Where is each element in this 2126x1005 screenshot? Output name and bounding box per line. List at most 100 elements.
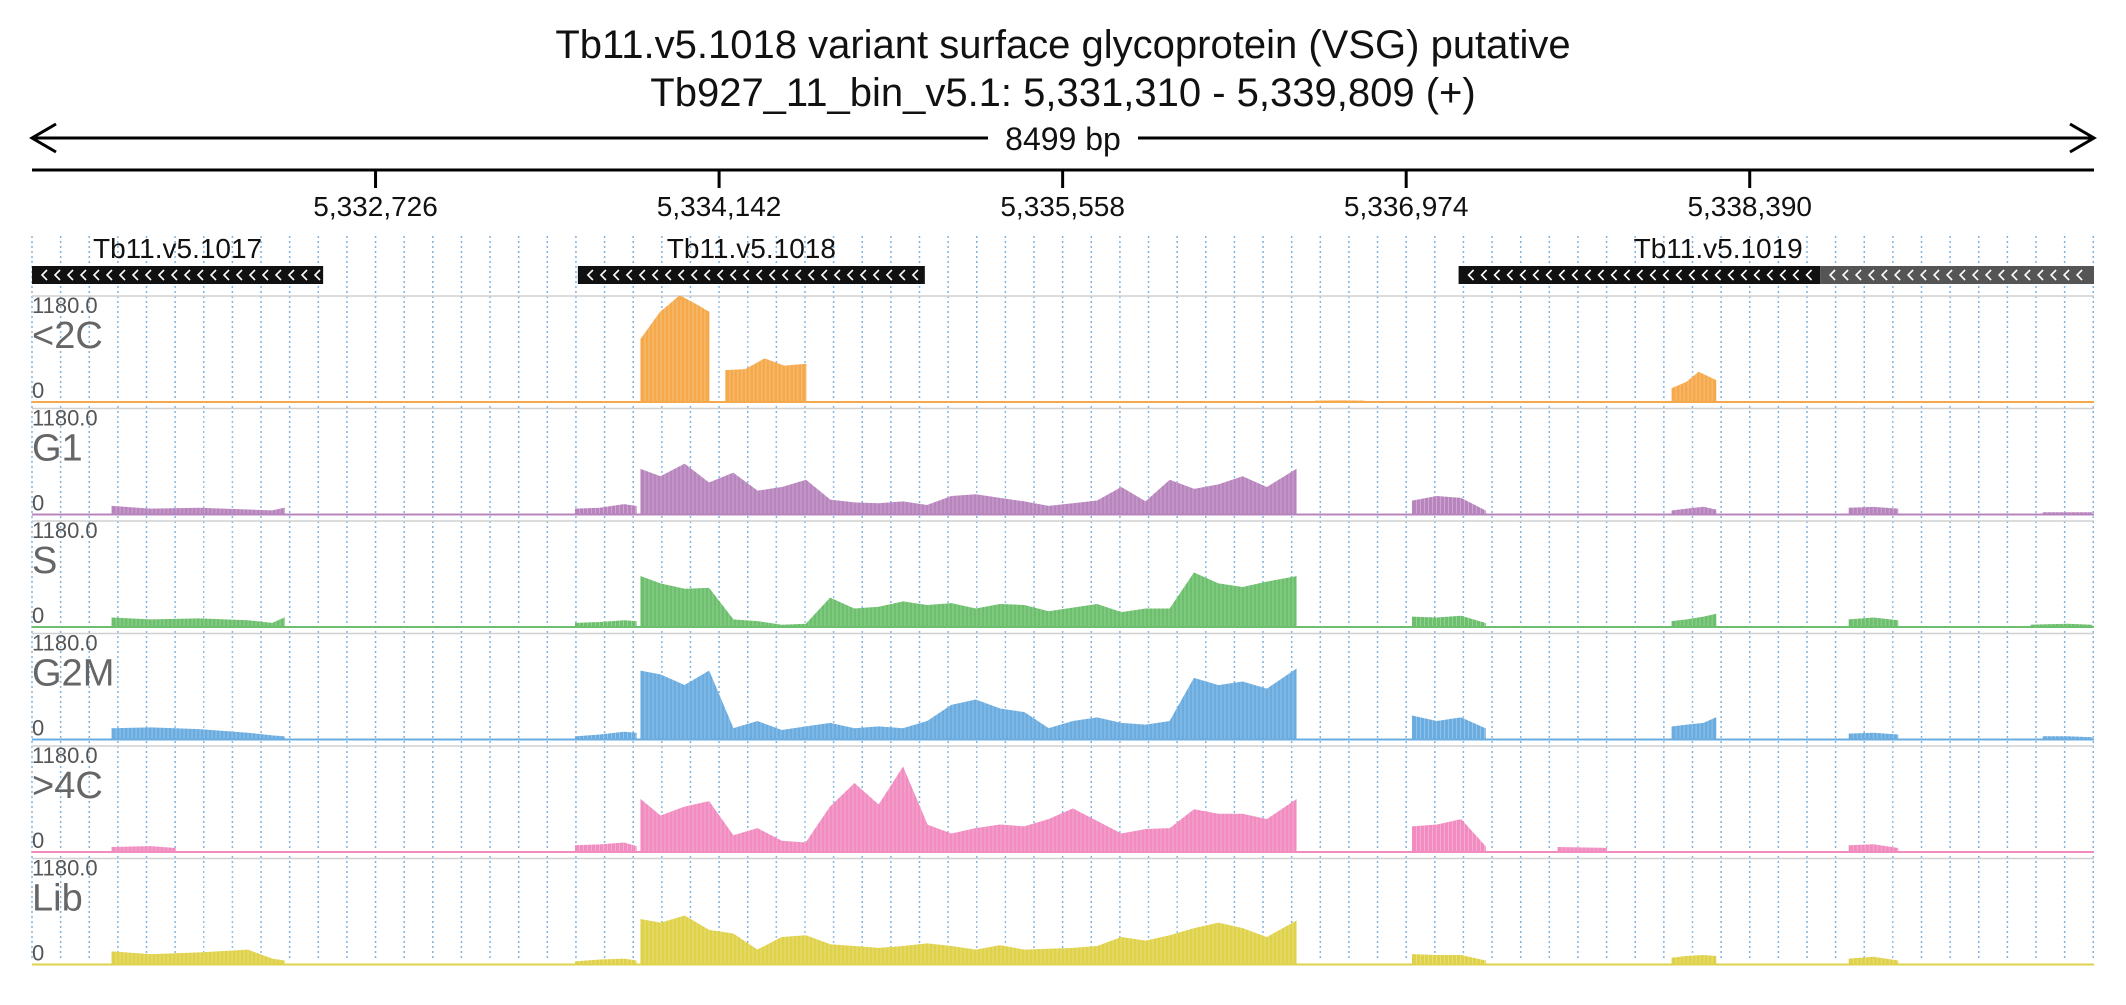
strand-arrow bbox=[1519, 269, 1527, 281]
coverage-area bbox=[111, 617, 285, 628]
track-name: Lib bbox=[32, 878, 83, 920]
strand-arrow bbox=[807, 269, 815, 281]
x-axis-ticks: 5,332,726 5,334,142 5,335,558 5,336,974 5,33… bbox=[313, 170, 1812, 222]
strand-arrow bbox=[1854, 269, 1862, 281]
strand-arrow bbox=[261, 269, 269, 281]
strand-arrow bbox=[1766, 269, 1774, 281]
strand-arrow bbox=[1740, 269, 1748, 281]
track-S: 1180.0S 0 bbox=[32, 518, 2094, 628]
strand-arrow bbox=[625, 269, 633, 281]
track-2C: 1180.0<2C 0 bbox=[32, 293, 2094, 403]
strand-arrow bbox=[1675, 269, 1683, 281]
strand-arrow bbox=[313, 269, 321, 281]
coverage-area bbox=[640, 295, 710, 403]
track-4C: 1180.0>4C 0 bbox=[32, 743, 2094, 853]
gene-fragment[interactable] bbox=[1820, 266, 2094, 284]
strand-arrow bbox=[1841, 269, 1849, 281]
strand-arrow bbox=[300, 269, 308, 281]
gene-label: Tb11.v5.1019 bbox=[1634, 233, 1803, 264]
gene-tb11-v5-1018[interactable] bbox=[577, 266, 925, 284]
strand-arrow bbox=[1701, 269, 1709, 281]
strand-arrow bbox=[716, 269, 724, 281]
strand-arrow bbox=[911, 269, 919, 281]
strand-arrow bbox=[1636, 269, 1644, 281]
strand-arrow bbox=[131, 269, 139, 281]
coverage-area bbox=[640, 668, 1297, 740]
strand-arrow bbox=[222, 269, 230, 281]
strand-arrow bbox=[183, 269, 191, 281]
strand-arrow bbox=[1727, 269, 1735, 281]
strand-arrow bbox=[1805, 269, 1813, 281]
strand-arrow bbox=[2023, 269, 2031, 281]
gene-tb11-v5-1019[interactable] bbox=[1458, 266, 1821, 284]
strand-arrow bbox=[1779, 269, 1787, 281]
strand-arrow bbox=[781, 269, 789, 281]
strand-arrow bbox=[1828, 269, 1836, 281]
coverage-area bbox=[111, 505, 285, 515]
strand-arrow bbox=[1932, 269, 1940, 281]
strand-arrow bbox=[898, 269, 906, 281]
gene-label: Tb11.v5.1017 bbox=[93, 233, 262, 264]
strand-arrow bbox=[768, 269, 776, 281]
gene-tb11-v5-1017[interactable] bbox=[32, 266, 324, 284]
strand-arrow bbox=[2049, 269, 2057, 281]
strand-arrow bbox=[287, 269, 295, 281]
strand-arrow bbox=[1893, 269, 1901, 281]
track-ymax-label: 1180.0 bbox=[32, 406, 98, 431]
strand-arrow bbox=[2075, 269, 2083, 281]
strand-arrow bbox=[53, 269, 61, 281]
track-ymax-label: 1180.0 bbox=[32, 631, 98, 656]
track-name: >4C bbox=[32, 765, 103, 807]
strand-arrow bbox=[846, 269, 854, 281]
track-ymin-label: 0 bbox=[32, 378, 44, 403]
span-label: 8499 bp bbox=[1005, 121, 1121, 157]
x-tick-label: 5,335,558 bbox=[1000, 191, 1125, 222]
strand-arrow bbox=[118, 269, 126, 281]
track-ymin-label: 0 bbox=[32, 828, 44, 853]
strand-arrow bbox=[1688, 269, 1696, 281]
strand-arrow bbox=[248, 269, 256, 281]
strand-arrow bbox=[1984, 269, 1992, 281]
track-ymin-label: 0 bbox=[32, 491, 44, 516]
track-ymax-label: 1180.0 bbox=[32, 743, 98, 768]
track-name: G2M bbox=[32, 653, 114, 695]
strand-arrow bbox=[820, 269, 828, 281]
strand-arrow bbox=[196, 269, 204, 281]
strand-arrow bbox=[742, 269, 750, 281]
strand-arrow bbox=[1467, 269, 1475, 281]
coverage-area bbox=[111, 949, 285, 965]
x-tick-label: 5,338,390 bbox=[1687, 191, 1812, 222]
strand-arrow bbox=[1753, 269, 1761, 281]
coverage-tracks: 1180.0<2C01180.0G101180.0S01180.0G2M0118… bbox=[32, 293, 2094, 966]
track-name: S bbox=[32, 540, 57, 582]
strand-arrow bbox=[885, 269, 893, 281]
strand-arrow bbox=[1662, 269, 1670, 281]
strand-arrow bbox=[66, 269, 74, 281]
span-label-bg bbox=[988, 120, 1138, 156]
strand-arrow bbox=[2036, 269, 2044, 281]
x-tick-label: 5,334,142 bbox=[657, 191, 782, 222]
strand-arrow bbox=[1584, 269, 1592, 281]
strand-arrow bbox=[1958, 269, 1966, 281]
track-ymin-label: 0 bbox=[32, 941, 44, 966]
x-tick-label: 5,336,974 bbox=[1344, 191, 1469, 222]
strand-arrow bbox=[1506, 269, 1514, 281]
track-name: <2C bbox=[32, 315, 103, 357]
strand-arrow bbox=[755, 269, 763, 281]
chart-title: Tb11.v5.1018 variant surface glycoprotei… bbox=[555, 23, 1570, 67]
span-arrow-right-head bbox=[2069, 122, 2097, 154]
strand-arrow bbox=[794, 269, 802, 281]
strand-arrow bbox=[1792, 269, 1800, 281]
strand-arrow bbox=[79, 269, 87, 281]
strand-arrow bbox=[1997, 269, 2005, 281]
strand-arrow bbox=[1623, 269, 1631, 281]
coverage-area bbox=[725, 358, 807, 403]
strand-arrow bbox=[1880, 269, 1888, 281]
coverage-area bbox=[640, 463, 1297, 515]
strand-arrow bbox=[170, 269, 178, 281]
strand-arrow bbox=[1714, 269, 1722, 281]
strand-arrow bbox=[1571, 269, 1579, 281]
strand-arrow bbox=[651, 269, 659, 281]
